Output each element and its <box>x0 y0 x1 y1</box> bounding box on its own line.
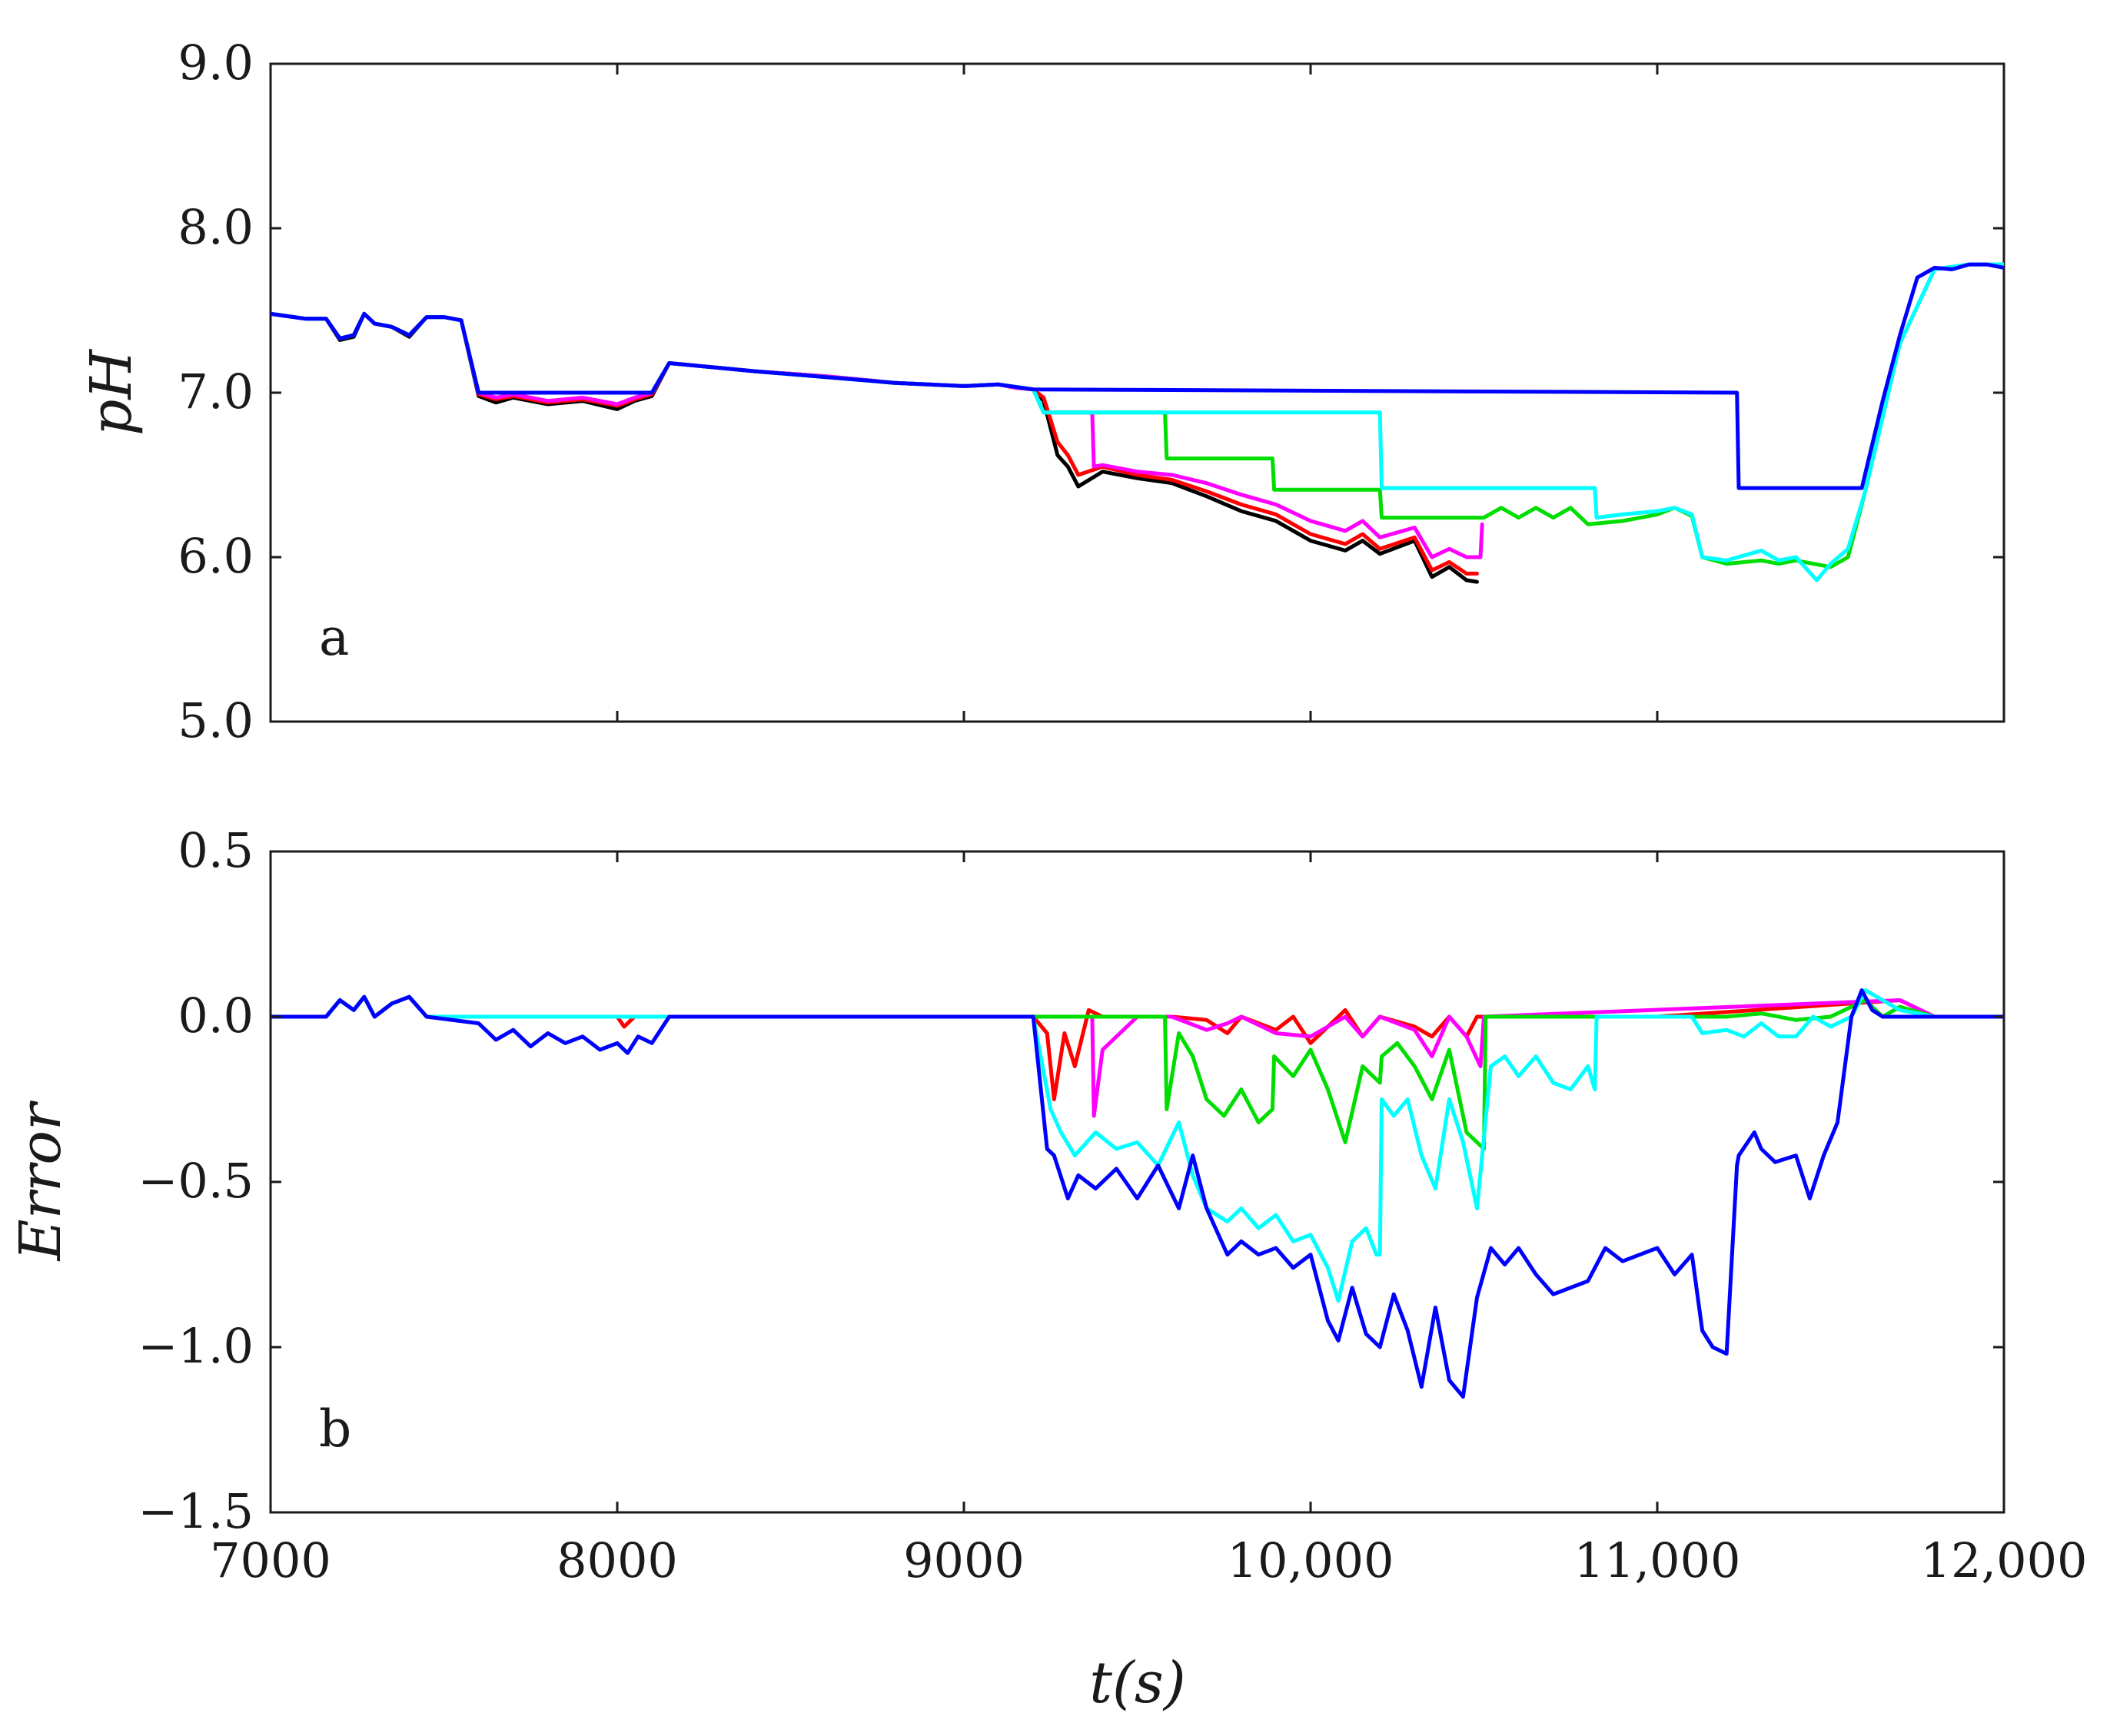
panel-a-series-line-3 <box>271 262 2004 569</box>
panel-b: −1.5 −1.0 −0.5 0.0 0.5 7000 8000 9000 10,000 11,0… <box>8 822 2087 1716</box>
panel-a-series <box>271 262 2004 584</box>
panel-a-letter: a <box>319 608 349 667</box>
panel-b-letter: b <box>319 1399 351 1459</box>
panel-b-xtick-label: 7000 <box>210 1532 331 1588</box>
panel-b-xlabel: t(s) <box>1089 1650 1185 1716</box>
panel-b-ytick-label: −1.0 <box>138 1318 254 1374</box>
panel-a-series-line-2 <box>271 311 1484 559</box>
panel-b-ytick-label: −0.5 <box>138 1153 254 1209</box>
panel-b-series <box>271 988 2004 1399</box>
panel-b-series-line-2 <box>271 994 2004 1151</box>
panel-b-ytick-label: −1.5 <box>138 1483 254 1539</box>
panel-b-xtick-label: 9000 <box>903 1532 1025 1588</box>
panel-b-frame <box>269 850 2005 1514</box>
panel-b-series-line-3 <box>271 988 2004 1303</box>
panel-b-ylabel: Error <box>8 1100 74 1262</box>
panel-a-series-line-5 <box>271 262 2004 490</box>
panel-b-ticks: −1.5 −1.0 −0.5 0.0 0.5 7000 8000 9000 10,000 11,0… <box>138 822 2087 1588</box>
panel-a-series-line-4 <box>271 262 2004 583</box>
panel-a: 5.0 6.0 7.0 8.0 9.0 a pH <box>78 35 2005 749</box>
panel-a-ticks: 5.0 6.0 7.0 8.0 9.0 <box>178 35 2005 749</box>
panel-a-series-line-0 <box>271 311 1479 584</box>
panel-a-ytick-label: 7.0 <box>178 363 254 420</box>
panel-a-ytick-label: 6.0 <box>178 528 254 584</box>
panel-a-ytick-label: 9.0 <box>178 35 254 91</box>
panel-b-ytick-label: 0.5 <box>178 822 254 878</box>
panel-b-series-line-4 <box>271 988 2004 1399</box>
panel-b-xtick-label: 11,000 <box>1574 1532 1741 1588</box>
panel-b-xtick-label: 10,000 <box>1228 1532 1394 1588</box>
panel-b-ytick-label: 0.0 <box>178 987 254 1044</box>
panel-b-xtick-label: 8000 <box>557 1532 678 1588</box>
panel-a-ytick-label: 5.0 <box>178 692 254 749</box>
panel-a-ylabel: pH <box>78 349 145 436</box>
panel-a-ytick-label: 8.0 <box>178 199 254 255</box>
panel-b-xtick-label: 12,000 <box>1921 1532 2088 1588</box>
